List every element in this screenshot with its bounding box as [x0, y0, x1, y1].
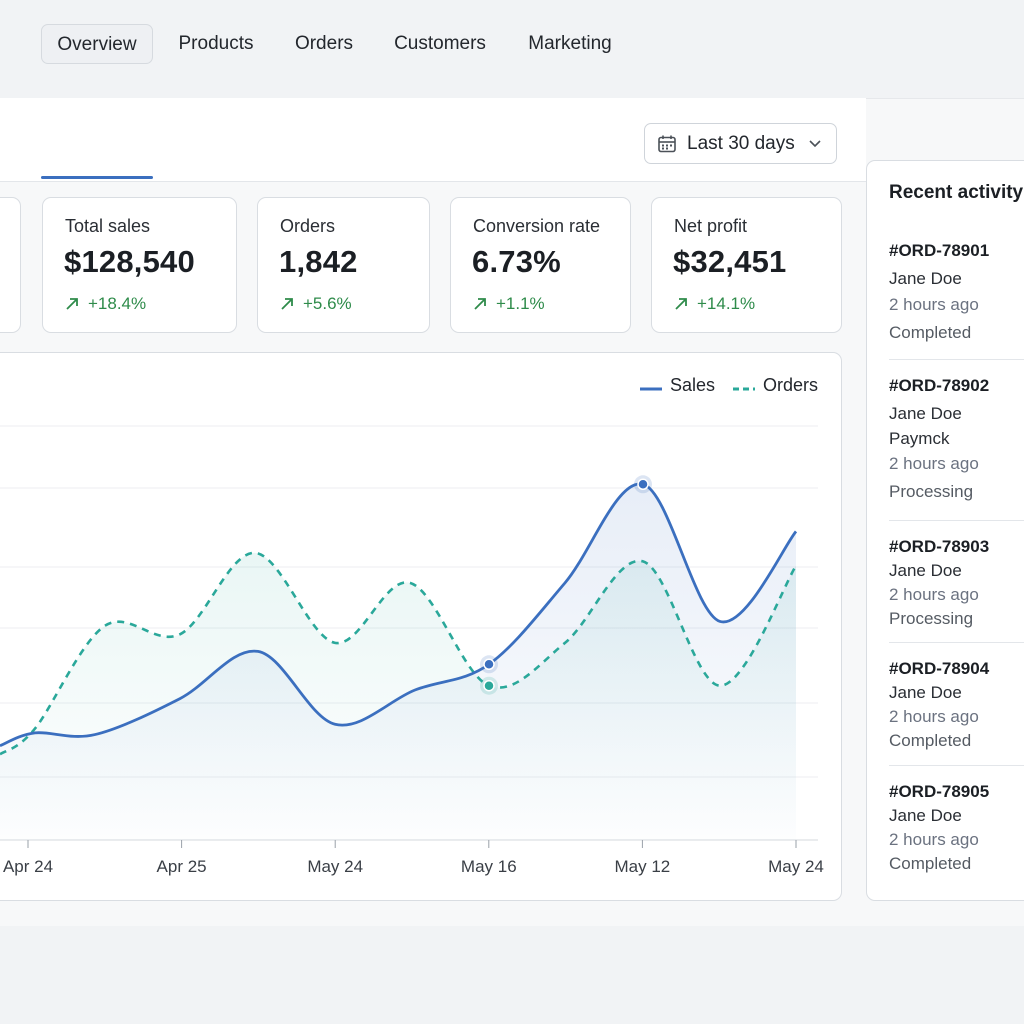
- activity-customer: Jane Doe: [889, 269, 962, 288]
- recent-activity-panel: [866, 160, 1024, 901]
- x-tick-label: May 24: [768, 857, 824, 876]
- legend-label-sales: Sales: [670, 374, 716, 395]
- arrow-up-right-icon: [675, 298, 687, 310]
- activity-order-id[interactable]: #ORD-78901: [889, 241, 990, 260]
- sales-area: [0, 483, 796, 840]
- activity-divider: [889, 765, 1024, 766]
- activity-time: 2 hours ago: [889, 830, 979, 849]
- recent-activity-title: Recent activity: [889, 182, 1024, 203]
- activity-order-id[interactable]: #ORD-78904: [889, 659, 990, 678]
- arrow-up-right-icon: [281, 298, 293, 310]
- activity-item[interactable]: #ORD-78903 Jane Doe 2 hours ago Processi…: [889, 537, 1024, 629]
- tab-customers[interactable]: Customers: [394, 33, 486, 54]
- arrow-up-right-icon: [474, 298, 486, 310]
- activity-detail: Paymck: [889, 429, 950, 448]
- kpi-delta-value: +5.6%: [303, 294, 352, 313]
- legend-swatch-orders: [733, 375, 755, 396]
- chevron-down-icon: [809, 140, 821, 148]
- chart-x-ticks: [27, 840, 797, 848]
- kpi-delta: +14.1%: [674, 294, 755, 314]
- kpi-delta-value: +14.1%: [697, 294, 756, 313]
- tab-orders[interactable]: Orders: [294, 33, 354, 54]
- x-tick-label: May 16: [461, 857, 517, 876]
- legend-item-sales[interactable]: Sales: [640, 374, 715, 396]
- kpi-card-orders[interactable]: Orders 1,842 +5.6%: [257, 197, 430, 333]
- activity-item[interactable]: #ORD-78904 Jane Doe 2 hours ago Complete…: [889, 659, 1024, 751]
- activity-order-id[interactable]: #ORD-78902: [889, 376, 990, 395]
- kpi-card-net-profit[interactable]: Net profit $32,451 +14.1%: [651, 197, 842, 333]
- orders-point-highlight[interactable]: [483, 679, 495, 692]
- activity-divider: [889, 359, 1024, 360]
- activity-item[interactable]: #ORD-78902 Jane Doe Paymck 2 hours ago P…: [889, 376, 1024, 502]
- kpi-label: Total sales: [65, 216, 151, 236]
- activity-item[interactable]: #ORD-78901 Jane Doe 2 hours ago Complete…: [889, 241, 1024, 343]
- line-chart[interactable]: Apr 24 Apr 25 May 24 May 16 May 12 May 24: [0, 400, 842, 890]
- activity-divider: [889, 520, 1024, 521]
- chart-highlight-points: [480, 475, 652, 695]
- activity-item[interactable]: #ORD-78905 Jane Doe 2 hours ago Complete…: [889, 782, 1024, 874]
- sales-point-peak[interactable]: [637, 478, 649, 491]
- activity-time: 2 hours ago: [889, 585, 979, 604]
- kpi-card-conversion-rate[interactable]: Conversion rate 6.73% +1.1%: [450, 197, 631, 333]
- tab-products[interactable]: Products: [178, 33, 254, 54]
- tab-marketing[interactable]: Marketing: [528, 33, 612, 54]
- kpi-label: Conversion rate: [473, 216, 601, 236]
- activity-customer: Jane Doe: [889, 404, 962, 423]
- activity-time: 2 hours ago: [889, 295, 979, 314]
- sales-series-line[interactable]: [0, 482, 798, 748]
- kpi-value: 1,842: [279, 244, 358, 279]
- activity-divider: [889, 642, 1024, 643]
- x-tick-label: May 24: [307, 857, 363, 876]
- x-tick-label: May 12: [615, 857, 671, 876]
- kpi-card-partial: [0, 197, 21, 333]
- chart-x-labels: Apr 24 Apr 25 May 24 May 16 May 12 May 24: [3, 857, 824, 876]
- kpi-value: 6.73%: [472, 244, 561, 279]
- kpi-card-total-sales[interactable]: Total sales $128,540 +18.4%: [42, 197, 237, 333]
- kpi-delta-value: +1.1%: [496, 294, 545, 313]
- activity-status: Processing: [889, 609, 974, 628]
- activity-customer: Jane Doe: [889, 683, 962, 702]
- arrow-up-right-icon: [66, 298, 78, 310]
- activity-status: Completed: [889, 323, 972, 342]
- date-range-label: Last 30 days: [687, 132, 795, 154]
- activity-time: 2 hours ago: [889, 454, 979, 473]
- x-tick-label: Apr 24: [3, 857, 53, 876]
- x-tick-label: Apr 25: [157, 857, 207, 876]
- kpi-label: Orders: [280, 216, 336, 236]
- activity-status: Completed: [889, 854, 972, 873]
- activity-time: 2 hours ago: [889, 707, 979, 726]
- activity-order-id[interactable]: #ORD-78903: [889, 537, 990, 556]
- active-tab-indicator: [41, 176, 153, 179]
- kpi-label: Net profit: [674, 216, 748, 236]
- legend-swatch-sales: [640, 375, 662, 396]
- kpi-delta: +18.4%: [65, 294, 146, 314]
- date-range-selector[interactable]: Last 30 days: [644, 123, 837, 164]
- kpi-delta: +1.1%: [473, 294, 545, 314]
- activity-status: Completed: [889, 731, 972, 750]
- kpi-delta: +5.6%: [280, 294, 352, 314]
- activity-customer: Jane Doe: [889, 806, 962, 825]
- legend-label-orders: Orders: [763, 374, 819, 395]
- legend-item-orders[interactable]: Orders: [733, 374, 818, 396]
- orders-series-line[interactable]: [0, 551, 798, 756]
- kpi-value: $32,451: [673, 244, 787, 279]
- activity-customer: Jane Doe: [889, 561, 962, 580]
- sales-point-highlight[interactable]: [483, 658, 495, 671]
- kpi-value: $128,540: [64, 244, 195, 279]
- activity-order-id[interactable]: #ORD-78905: [889, 782, 990, 801]
- activity-status: Processing: [889, 482, 974, 501]
- kpi-delta-value: +18.4%: [88, 294, 147, 313]
- calendar-icon: [658, 135, 676, 152]
- tab-overview[interactable]: Overview: [41, 24, 153, 64]
